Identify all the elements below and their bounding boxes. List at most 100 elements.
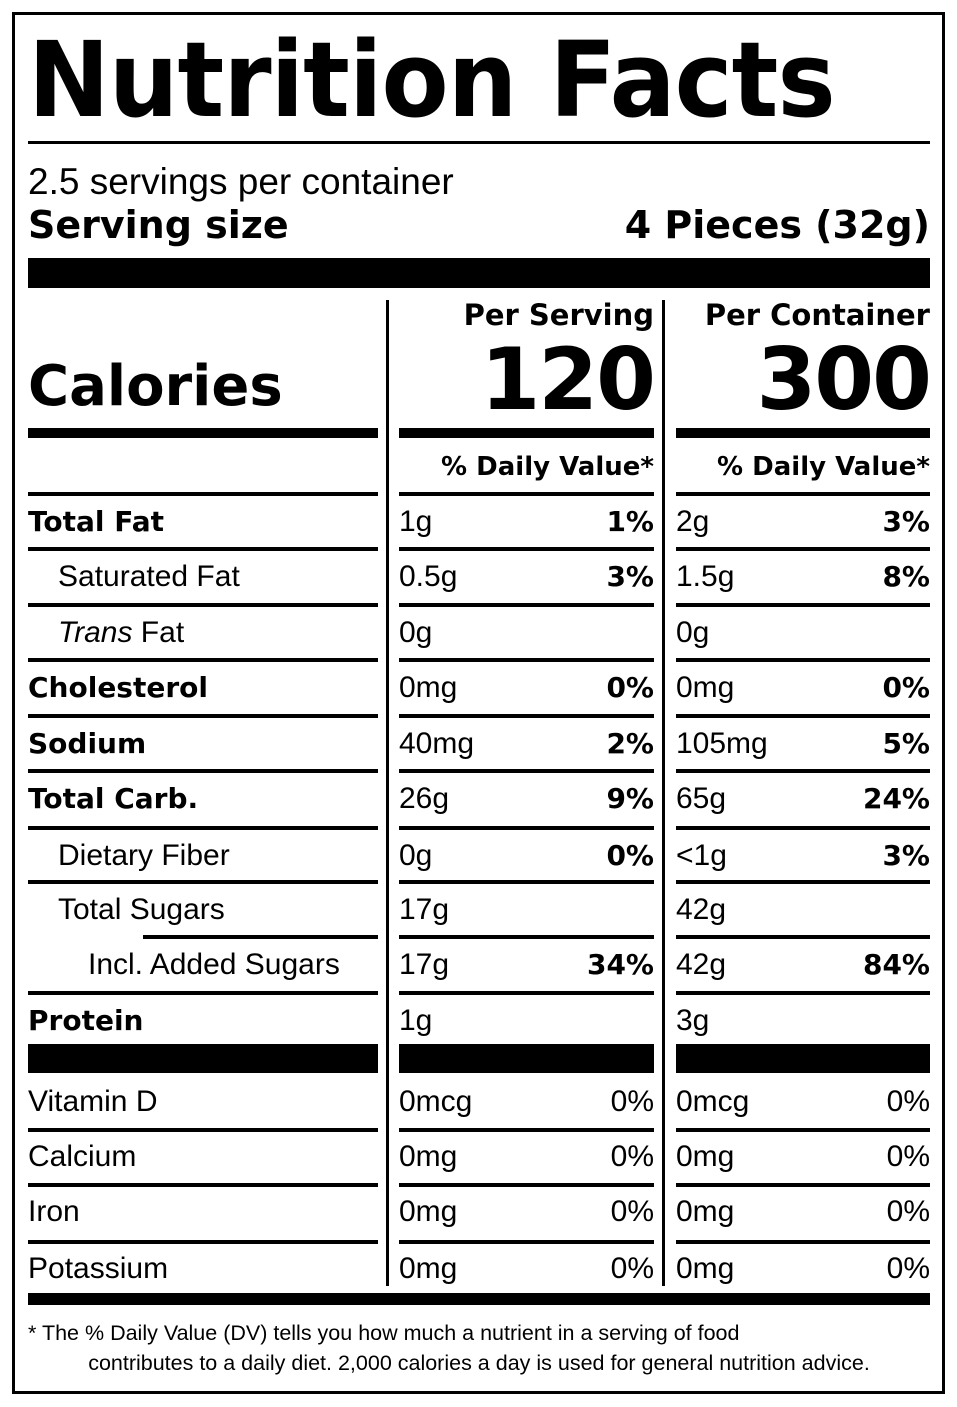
nutrient-name: Sodium: [28, 727, 147, 760]
container-amount: 0mg: [676, 1252, 735, 1285]
nutrient-name: Total Sugars: [58, 893, 225, 926]
serving-dv: 0%: [606, 839, 654, 872]
container-amount: 0mg: [676, 1140, 735, 1173]
serving-dv: 34%: [586, 948, 654, 981]
row-divider: [28, 826, 378, 830]
dv-header-container: % Daily Value*: [717, 452, 930, 482]
calories-bar-2: [399, 428, 654, 438]
container-amount: <1g: [676, 839, 727, 872]
row-divider: [28, 1183, 378, 1187]
row-divider: [28, 658, 378, 662]
calories-per-serving: 120: [480, 330, 656, 430]
serving-dv: 0%: [610, 1195, 654, 1228]
row-divider: [676, 714, 930, 718]
serving-amount: 0mg: [399, 1252, 458, 1285]
row-divider: [28, 714, 378, 718]
container-amount: 42g: [676, 893, 727, 926]
row-divider: [28, 603, 378, 607]
serving-amount: 40mg: [399, 727, 475, 760]
calories-per-container: 300: [756, 330, 932, 430]
container-amount: 0mcg: [676, 1085, 750, 1118]
container-amount: 105mg: [676, 727, 768, 760]
label-title: Nutrition Facts: [28, 19, 836, 141]
container-amount: 65g: [676, 782, 727, 815]
row-divider: [676, 603, 930, 607]
row-divider: [676, 880, 930, 884]
protein-thick-bar: [28, 1044, 378, 1073]
row-divider: [676, 826, 930, 830]
row-divider: [676, 935, 930, 939]
column-divider-1: [386, 300, 389, 1286]
container-amount: 42g: [676, 948, 727, 981]
title-divider: [28, 141, 930, 144]
row-divider: [676, 658, 930, 662]
protein-thick-bar: [676, 1044, 930, 1073]
serving-size-value: 4 Pieces (32g): [624, 203, 930, 247]
serving-amount: 0mg: [399, 1140, 458, 1173]
protein-thick-bar: [399, 1044, 654, 1073]
row-divider: [399, 991, 654, 995]
row-divider: [676, 547, 930, 551]
dv-header-serving: % Daily Value*: [441, 452, 654, 482]
container-amount: 0mg: [676, 671, 735, 704]
row-divider: [676, 1128, 930, 1132]
container-dv: 5%: [882, 727, 930, 760]
nutrition-label-border: [12, 12, 945, 1394]
row-divider: [28, 991, 378, 995]
serving-dv: 3%: [606, 560, 654, 593]
row-divider: [28, 547, 378, 551]
serving-amount: 26g: [399, 782, 450, 815]
serving-amount: 0mcg: [399, 1085, 473, 1118]
nutrient-name: Trans Fat: [58, 613, 398, 653]
container-dv: 0%: [886, 1140, 930, 1173]
nutrient-name: Saturated Fat: [58, 560, 240, 593]
footnote-line-2: contributes to a daily diet. 2,000 calor…: [88, 1351, 870, 1375]
calories-bar-3: [676, 428, 930, 438]
serving-amount: 0mg: [399, 671, 458, 704]
serving-dv: 1%: [606, 505, 654, 538]
vitamin-name: Potassium: [28, 1252, 169, 1285]
nutrient-name: Dietary Fiber: [58, 839, 230, 872]
nutrient-name: Total Carb.: [28, 782, 199, 815]
row-divider: [143, 935, 378, 939]
vitamin-name: Iron: [28, 1195, 80, 1228]
row-divider: [676, 991, 930, 995]
container-dv: 0%: [886, 1195, 930, 1228]
serving-amount: 1g: [399, 505, 433, 538]
row-divider: [676, 492, 930, 496]
row-divider: [28, 492, 378, 496]
row-divider: [28, 1128, 378, 1132]
row-divider: [28, 1240, 378, 1244]
serving-dv: 0%: [606, 671, 654, 704]
nutrient-name: Protein: [28, 1004, 144, 1037]
footnote: * The % Daily Value (DV) tells you how m…: [28, 1318, 930, 1378]
serving-amount: 17g: [399, 893, 450, 926]
container-dv: 0%: [886, 1252, 930, 1285]
row-divider: [676, 769, 930, 773]
row-divider: [28, 769, 378, 773]
servings-per-container: 2.5 servings per container: [28, 161, 454, 202]
serving-amount: 0g: [399, 616, 433, 649]
footer-thick-bar: [28, 1293, 930, 1305]
row-divider: [676, 1240, 930, 1244]
container-amount: 0mg: [676, 1195, 735, 1228]
row-divider: [399, 714, 654, 718]
calories-label: Calories: [28, 354, 283, 419]
serving-dv: 0%: [610, 1140, 654, 1173]
per-serving-header: Per Serving: [463, 298, 654, 332]
container-amount: 2g: [676, 505, 710, 538]
vitamin-name: Calcium: [28, 1140, 137, 1173]
container-dv: 8%: [882, 560, 930, 593]
serving-amount: 0.5g: [399, 560, 458, 593]
row-divider: [399, 1183, 654, 1187]
row-divider: [399, 1128, 654, 1132]
row-divider: [399, 547, 654, 551]
row-divider: [399, 769, 654, 773]
serving-amount: 1g: [399, 1004, 433, 1037]
row-divider: [399, 935, 654, 939]
nutrient-name: Incl. Added Sugars: [88, 948, 340, 981]
nutrient-name: Total Fat: [28, 505, 165, 538]
serving-dv: 0%: [610, 1252, 654, 1285]
nutrient-name: Cholesterol: [28, 671, 208, 704]
row-divider: [399, 603, 654, 607]
